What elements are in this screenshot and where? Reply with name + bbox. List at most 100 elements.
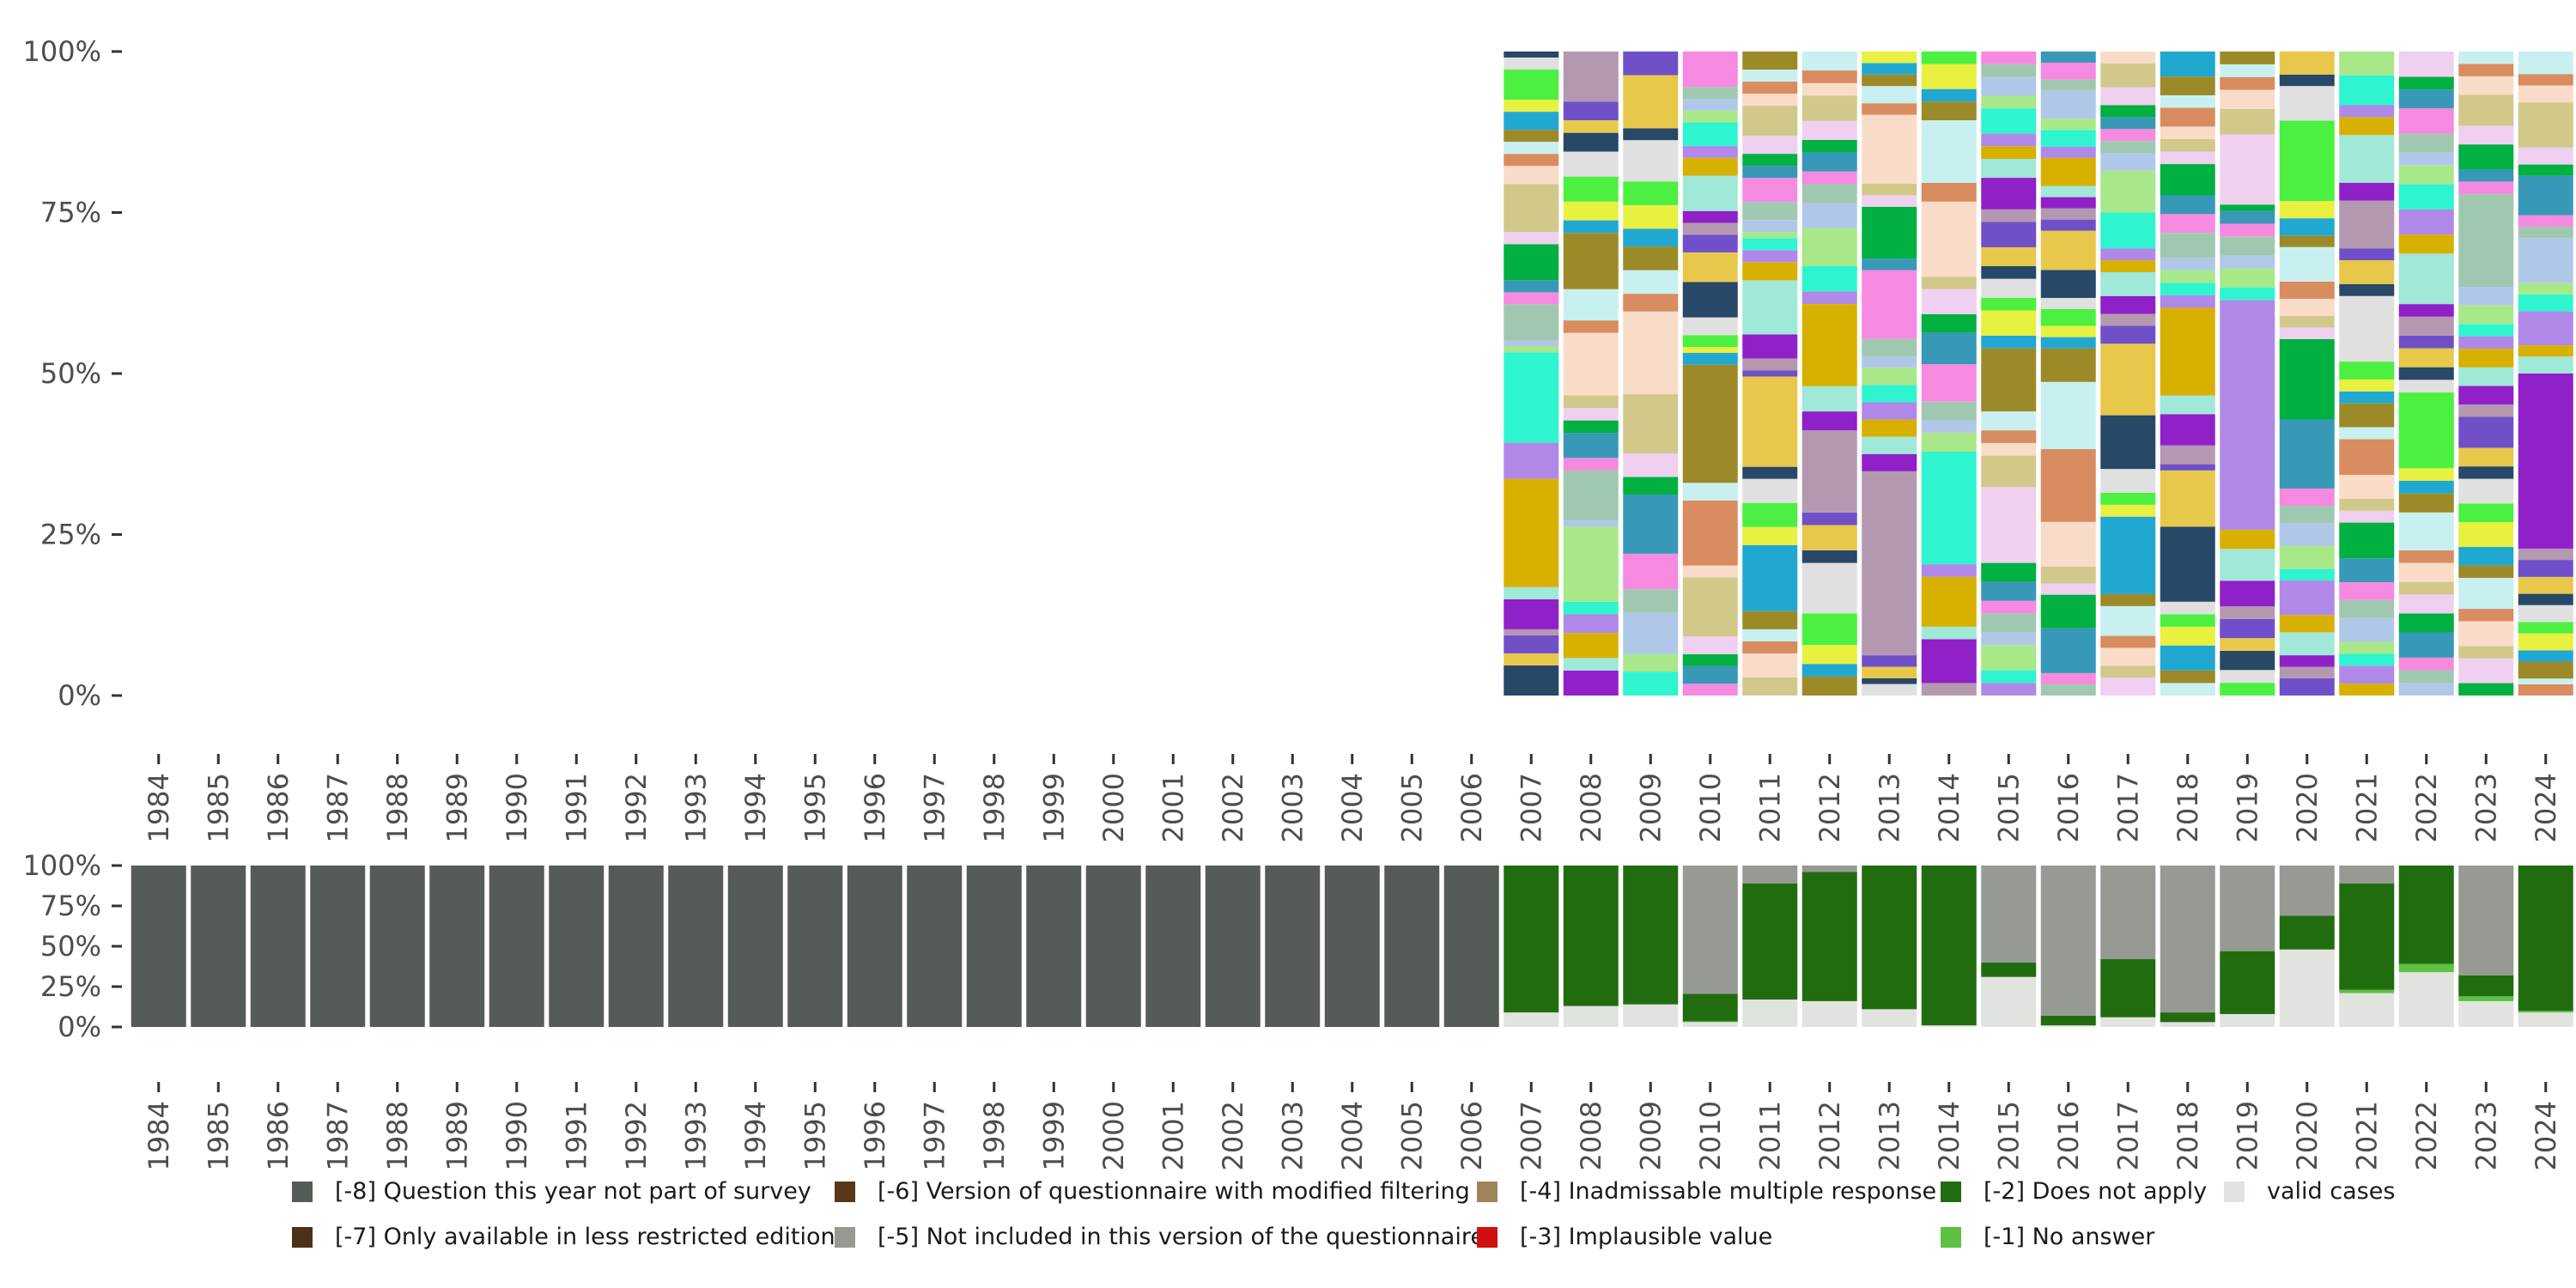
valid-answer-segment-2010 [1682,122,1738,147]
valid-answer-segment-2022 [2398,165,2454,185]
valid-answer-segment-2010 [1682,577,1738,637]
valid-answer-segment-2007 [1504,629,1559,635]
valid-answer-segment-2019 [2220,108,2275,135]
missing-category-bar-2022-valid [2398,972,2454,1027]
valid-answer-segment-2008 [1563,233,1619,289]
valid-answer-segment-2018 [2160,258,2215,270]
valid-answer-segment-2022 [2398,335,2454,349]
valid-answer-segment-2020 [2279,52,2335,75]
valid-answer-segment-2022 [2398,392,2454,469]
valid-answer-segment-2011 [1742,262,1798,281]
valid-answer-segment-2023 [2458,466,2514,479]
valid-answer-segment-2017 [2100,504,2156,517]
valid-answer-segment-2010 [1682,500,1738,566]
valid-answer-segment-2023 [2458,386,2514,405]
valid-answer-segment-2014 [1921,364,1977,402]
valid-answer-segment-2011 [1742,238,1798,251]
valid-answer-segment-2009 [1623,553,1679,590]
valid-answer-segment-2012 [1801,52,1857,71]
valid-answer-segment-2011 [1742,94,1798,106]
missing-category-bar-1985-m8 [191,866,246,1027]
valid-answer-segment-2010 [1682,653,1738,666]
valid-answer-segment-2015 [1981,455,2037,488]
valid-answer-segment-2018 [2160,233,2215,258]
missing-category-bar-2024-m2 [2518,866,2573,1012]
valid-answer-segment-2011 [1742,82,1798,94]
top-chart-xtick-label: 2017 [2111,773,2144,842]
valid-answer-segment-2008 [1563,420,1619,434]
missing-category-bar-2014-m2 [1921,866,1977,1026]
valid-answer-segment-2012 [1801,152,1857,172]
valid-answer-segment-2008 [1563,614,1619,634]
valid-answer-segment-2023 [2458,683,2514,696]
valid-answer-segment-2013 [1862,655,1917,667]
valid-answer-segment-2007 [1504,340,1559,347]
valid-answer-segment-2008 [1563,176,1619,202]
valid-answer-segment-2009 [1623,204,1679,229]
valid-answer-segment-2014 [1921,564,1977,577]
top-chart-xtick-label: 1998 [978,773,1011,842]
missing-category-bar-2011-valid [1742,999,1798,1027]
valid-answer-segment-2019 [2220,89,2275,109]
valid-answer-segment-2015 [1981,209,2037,222]
valid-answer-segment-2022 [2398,632,2454,658]
valid-answer-segment-2021 [2339,641,2395,654]
top-chart-ytick-label: 25% [40,519,101,551]
valid-answer-segment-2015 [1981,562,2037,582]
legend-label: [-7] Only available in less restricted e… [335,1224,835,1250]
missing-category-bar-2002-m8 [1205,866,1261,1027]
valid-answer-segment-2021 [2339,558,2395,583]
valid-answer-segment-2022 [2398,348,2454,368]
valid-answer-segment-2007 [1504,352,1559,443]
valid-answer-segment-2015 [1981,670,2037,683]
bottom-chart-ytick-label: 0% [58,1011,101,1043]
valid-answer-segment-2007 [1504,142,1559,155]
bottom-chart-xtick-label: 2020 [2291,1101,2324,1170]
valid-answer-segment-2007 [1504,280,1559,293]
valid-answer-segment-2014 [1921,420,1977,434]
top-chart-xtick-label: 2005 [1395,773,1428,842]
valid-answer-segment-2008 [1563,395,1619,409]
bottom-chart-xtick-label: 2007 [1515,1101,1547,1170]
valid-answer-segment-2016 [2040,325,2096,337]
missing-category-bar-2010-m2 [1682,993,1738,1022]
valid-answer-segment-2024 [2518,622,2573,634]
valid-answer-segment-2022 [2398,76,2454,90]
top-chart-xtick-label: 2021 [2350,773,2383,842]
valid-answer-segment-2017 [2100,141,2156,154]
valid-answer-segment-2011 [1742,166,1798,179]
valid-answer-segment-2010 [1682,347,1738,353]
valid-answer-segment-2016 [2040,337,2096,349]
valid-answer-segment-2015 [1981,159,2037,179]
valid-answer-segment-2012 [1801,95,1857,121]
valid-answer-segment-2022 [2398,253,2454,305]
bottom-chart-xtick-label: 1992 [620,1101,653,1170]
valid-answer-segment-2024 [2518,374,2573,549]
bottom-chart-xtick-label: 2004 [1336,1101,1369,1170]
valid-answer-segment-2016 [2040,208,2096,220]
top-chart-xtick-label: 2003 [1276,773,1309,842]
valid-answer-segment-2022 [2398,52,2454,77]
valid-answer-segment-2013 [1862,436,1917,454]
valid-answer-segment-2008 [1563,132,1619,152]
valid-answer-segment-2017 [2100,665,2156,678]
valid-answer-segment-2017 [2100,52,2156,64]
top-chart-xtick-label: 2009 [1634,773,1667,842]
valid-answer-segment-2021 [2339,653,2395,666]
valid-answer-segment-2011 [1742,629,1798,641]
valid-answer-segment-2014 [1921,401,1977,421]
missing-category-bar-2001-m8 [1145,866,1201,1027]
valid-answer-segment-2020 [2279,677,2335,696]
bottom-chart-xtick-label: 2023 [2470,1101,2502,1170]
valid-answer-segment-2022 [2398,683,2454,696]
valid-answer-segment-2023 [2458,609,2514,622]
missing-category-bar-2024-m1 [2518,1011,2573,1013]
valid-answer-segment-2012 [1801,386,1857,412]
valid-answer-segment-2011 [1742,653,1798,677]
valid-answer-segment-2008 [1563,52,1619,102]
valid-answer-segment-2010 [1682,317,1738,336]
valid-answer-segment-2019 [2220,204,2275,211]
valid-answer-segment-2019 [2220,268,2275,288]
legend-item: [-6] Version of questionnaire with modif… [835,1178,1470,1205]
missing-category-bar-2020-valid [2279,949,2335,1027]
